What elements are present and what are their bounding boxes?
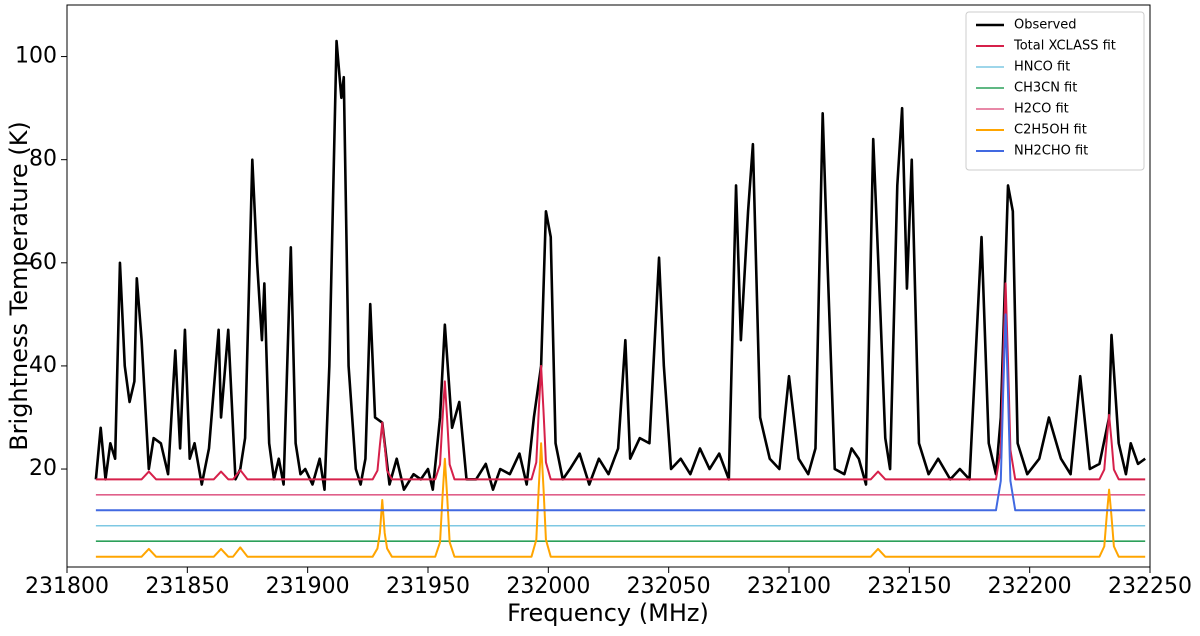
- legend-label: NH2CHO fit: [1014, 144, 1088, 159]
- legend-label: HNCO fit: [1014, 60, 1070, 75]
- x-tick-label: 232200: [988, 574, 1072, 599]
- y-tick-label: 100: [15, 44, 57, 69]
- y-tick-label: 40: [29, 353, 57, 378]
- series-line: [95, 282, 1146, 481]
- x-tick-label: 231950: [386, 574, 470, 599]
- y-tick-label: 20: [29, 456, 57, 481]
- legend-label: C2H5OH fit: [1014, 123, 1087, 138]
- y-axis-label: Brightness Temperature (K): [5, 121, 33, 451]
- x-tick-label: 232050: [627, 574, 711, 599]
- legend-label: H2CO fit: [1014, 102, 1069, 117]
- legend-label: Observed: [1014, 18, 1077, 33]
- x-tick-label: 232100: [747, 574, 831, 599]
- x-tick-label: 231850: [145, 574, 229, 599]
- legend-label: Total XCLASS fit: [1013, 39, 1116, 54]
- x-tick-label: 232150: [867, 574, 951, 599]
- x-axis-label: Frequency (MHz): [507, 599, 709, 627]
- legend-box: [965, 11, 1145, 171]
- series-line: [94, 39, 1146, 491]
- x-tick-label: 232250: [1108, 574, 1192, 599]
- x-tick-label: 231900: [266, 574, 350, 599]
- x-tick-label: 232000: [506, 574, 590, 599]
- plot-frame: [66, 4, 1151, 568]
- x-tick-label: 231800: [25, 574, 109, 599]
- y-tick-label: 80: [29, 147, 57, 172]
- series-line: [95, 442, 1146, 558]
- series-line: [95, 313, 1146, 512]
- y-tick-label: 60: [29, 250, 57, 275]
- plot-area: [94, 39, 1146, 558]
- legend-label: CH3CN fit: [1014, 81, 1077, 96]
